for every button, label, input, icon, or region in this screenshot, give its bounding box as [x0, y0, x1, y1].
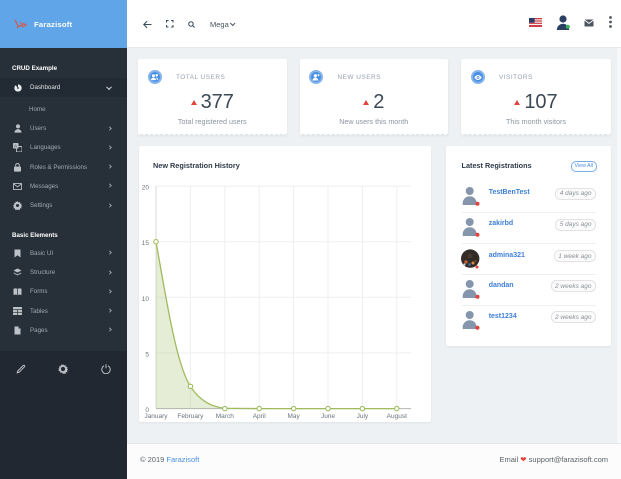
svg-text:April: April: [252, 413, 266, 420]
svg-text:June: June: [320, 413, 334, 420]
svg-text:March: March: [215, 413, 233, 420]
svg-text:May: May: [287, 413, 300, 420]
svg-text:February: February: [177, 413, 204, 420]
svg-text:July: July: [356, 413, 368, 420]
svg-text:August: August: [386, 413, 406, 420]
svg-text:January: January: [144, 413, 168, 420]
svg-text:20: 20: [141, 185, 149, 192]
svg-text:10: 10: [141, 296, 149, 303]
svg-text:15: 15: [141, 240, 149, 247]
svg-text:0: 0: [145, 407, 149, 414]
svg-text:5: 5: [145, 351, 149, 358]
svg-text:A: A: [14, 144, 17, 149]
